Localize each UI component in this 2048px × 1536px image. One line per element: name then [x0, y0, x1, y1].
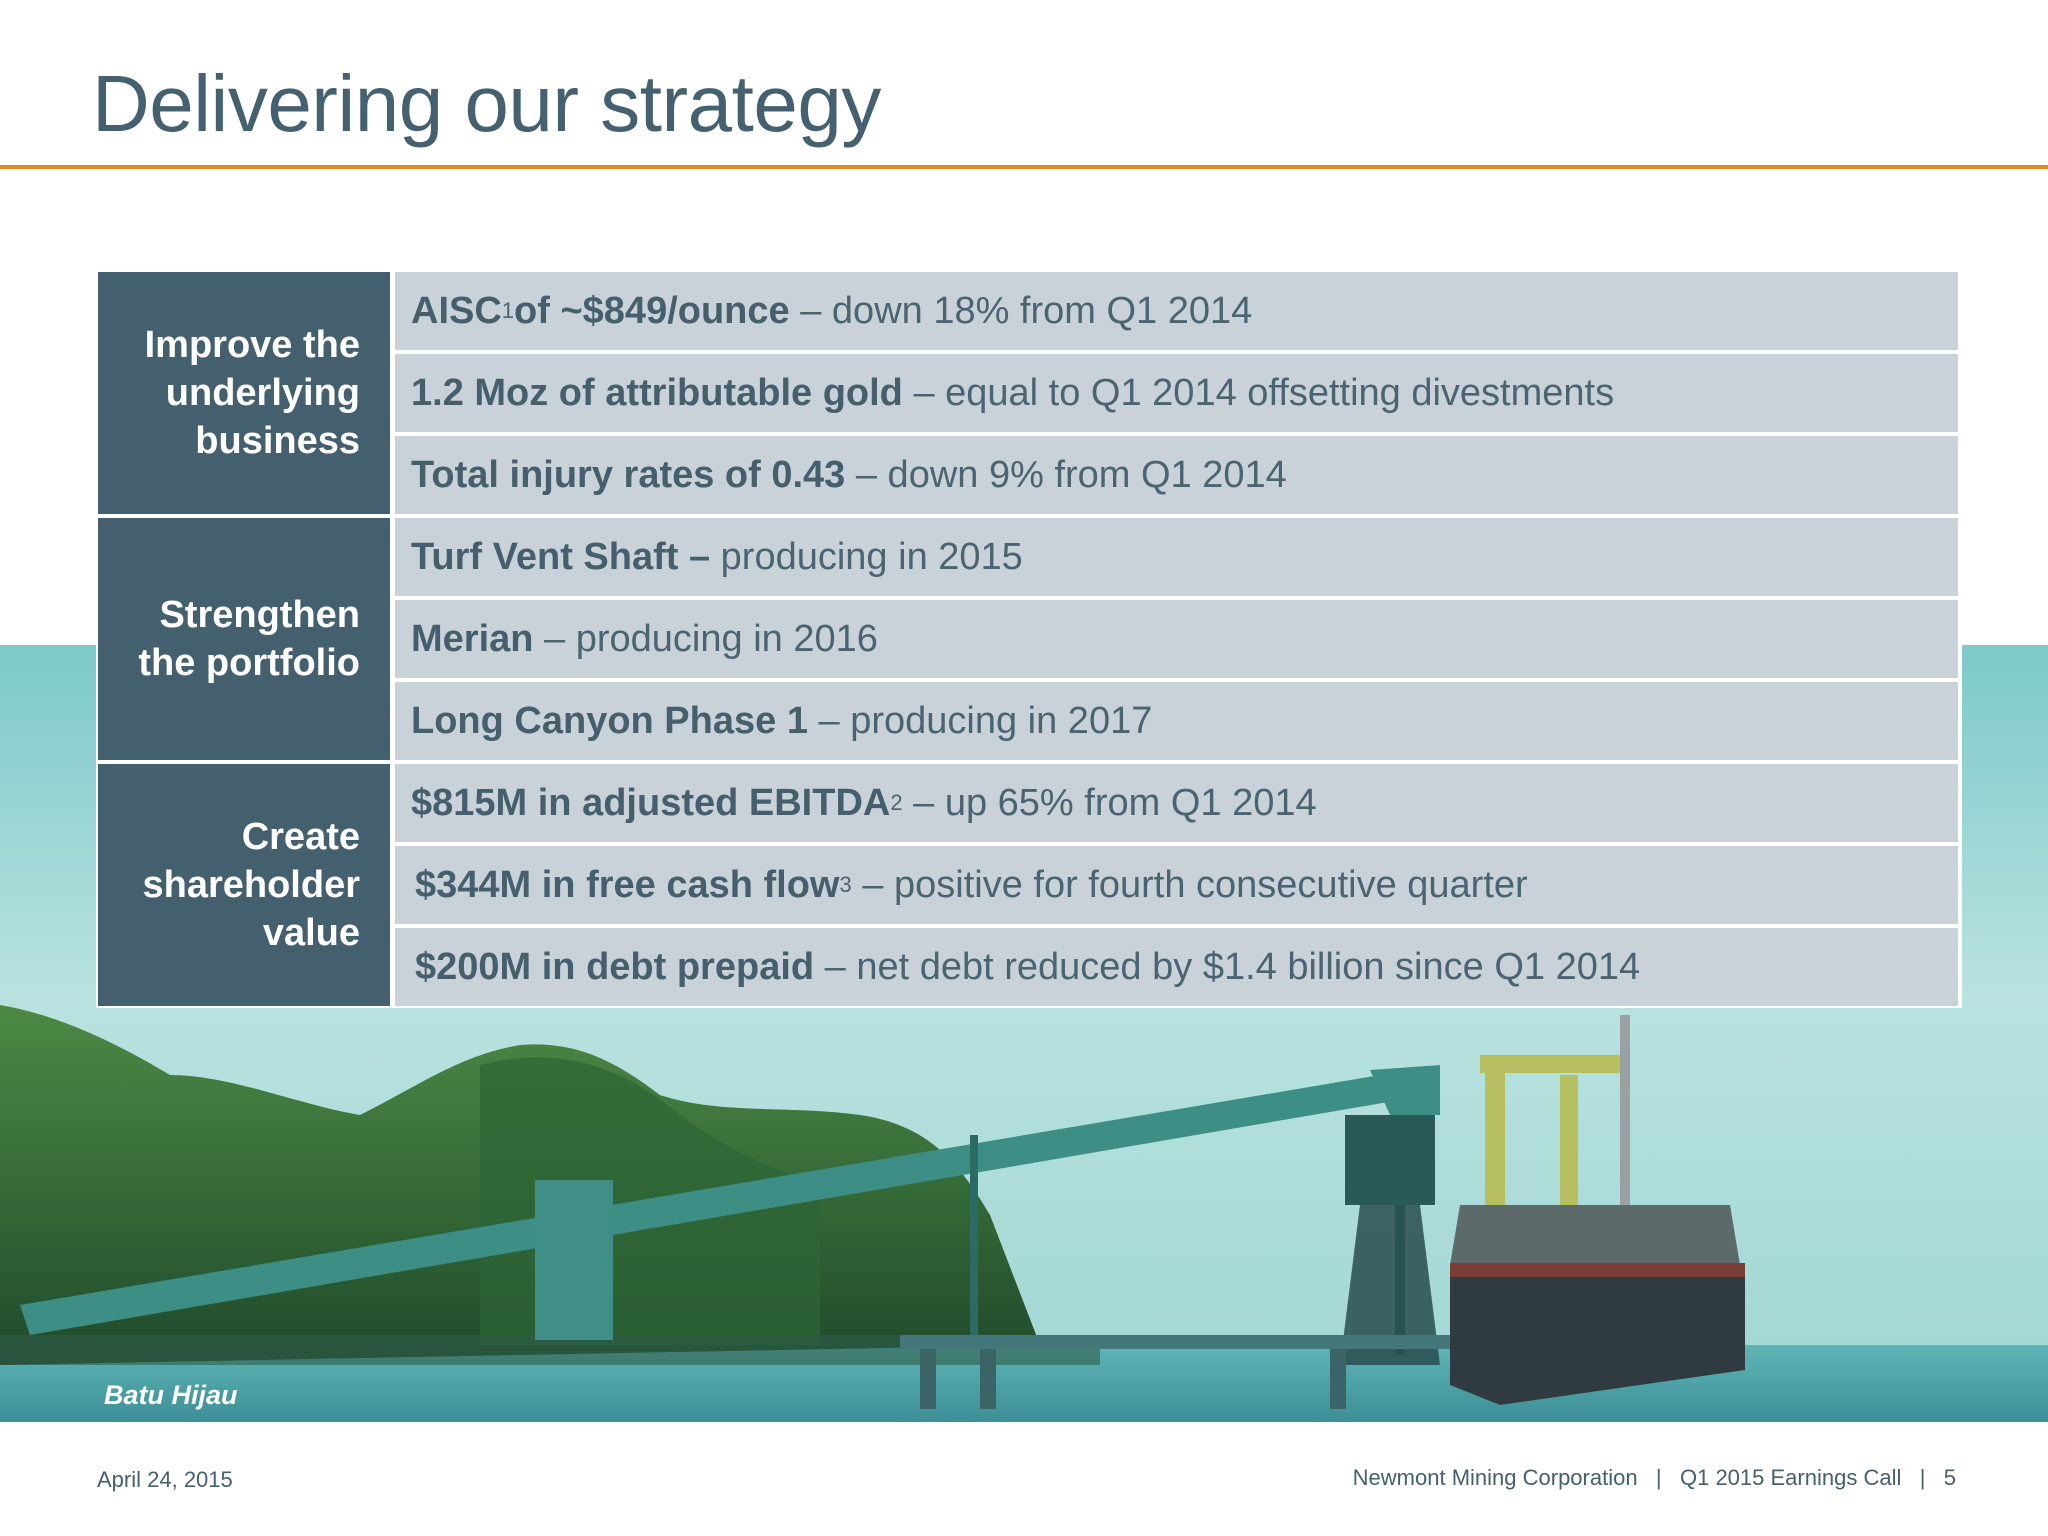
- table-row: Merian – producing in 2016: [395, 600, 1958, 678]
- category-label: Strengthen the portfolio: [98, 518, 390, 760]
- table-row: $344M in free cash flow 3 – positive for …: [395, 846, 1958, 924]
- row-bold-text: AISC: [411, 289, 502, 332]
- table-row: $200M in debt prepaid – net debt reduced…: [395, 928, 1958, 1006]
- row-bold-text: Long Canyon Phase 1: [411, 699, 808, 742]
- row-text: – producing in 2016: [533, 617, 878, 660]
- row-text: – equal to Q1 2014 offsetting divestment…: [902, 371, 1615, 414]
- row-text: – producing in 2017: [807, 699, 1153, 742]
- row-text: – down 18% from Q1 2014: [789, 289, 1253, 332]
- row-bold-text: Total injury rates of 0.43: [411, 453, 846, 496]
- row-bold-text: $200M in debt prepaid: [415, 945, 815, 988]
- footer-separator: |: [1919, 1465, 1926, 1490]
- row-text: – positive for fourth consecutive quarte…: [851, 863, 1528, 906]
- table-row: Turf Vent Shaft – producing in 2015: [395, 518, 1958, 596]
- footer-separator: |: [1655, 1465, 1662, 1490]
- row-bold-text: of ~$849/ounce: [514, 289, 790, 332]
- row-bold-text: $815M in adjusted EBITDA: [411, 781, 891, 824]
- group-create-value: Create shareholder value $815M in adjust…: [96, 762, 1962, 1008]
- photo-caption: Batu Hijau: [104, 1380, 238, 1410]
- footer: [0, 1422, 2048, 1536]
- row-text: – up 65% from Q1 2014: [902, 781, 1317, 824]
- table-row: $815M in adjusted EBITDA 2 – up 65% from …: [395, 764, 1958, 842]
- table-row: Total injury rates of 0.43 – down 9% fro…: [395, 436, 1958, 514]
- category-label: Create shareholder value: [98, 764, 390, 1006]
- slide-title: Delivering our strategy: [92, 59, 881, 148]
- row-text: – net debt reduced by $1.4 billion since…: [814, 945, 1641, 988]
- footer-company: Newmont Mining Corporation: [1352, 1465, 1638, 1490]
- row-text: producing in 2015: [710, 535, 1023, 578]
- strategy-table: Improve the underlying business AISC 1 of…: [96, 270, 1962, 1008]
- row-bold-text: Turf Vent Shaft –: [411, 535, 711, 578]
- title-rule: [0, 165, 2048, 169]
- category-label: Improve the underlying business: [98, 272, 390, 514]
- table-row: 1.2 Moz of attributable gold – equal to …: [395, 354, 1958, 432]
- row-bold-text: $344M in free cash flow: [415, 863, 840, 906]
- footer-event: Q1 2015 Earnings Call: [1679, 1465, 1902, 1490]
- table-row: AISC 1 of ~$849/ounce – down 18% from Q1 …: [395, 272, 1958, 350]
- row-bold-text: 1.2 Moz of attributable gold: [411, 371, 903, 414]
- table-row: Long Canyon Phase 1 – producing in 2017: [395, 682, 1958, 760]
- page-number: 5: [1943, 1465, 1956, 1490]
- group-strengthen: Strengthen the portfolio Turf Vent Shaft…: [96, 516, 1962, 762]
- row-bold-text: Merian: [411, 617, 534, 660]
- row-text: – down 9% from Q1 2014: [845, 453, 1287, 496]
- footer-info: Newmont Mining Corporation | Q1 2015 Ear…: [1353, 1465, 1956, 1491]
- footer-date: April 24, 2015: [97, 1467, 233, 1492]
- group-improve: Improve the underlying business AISC 1 of…: [96, 270, 1962, 516]
